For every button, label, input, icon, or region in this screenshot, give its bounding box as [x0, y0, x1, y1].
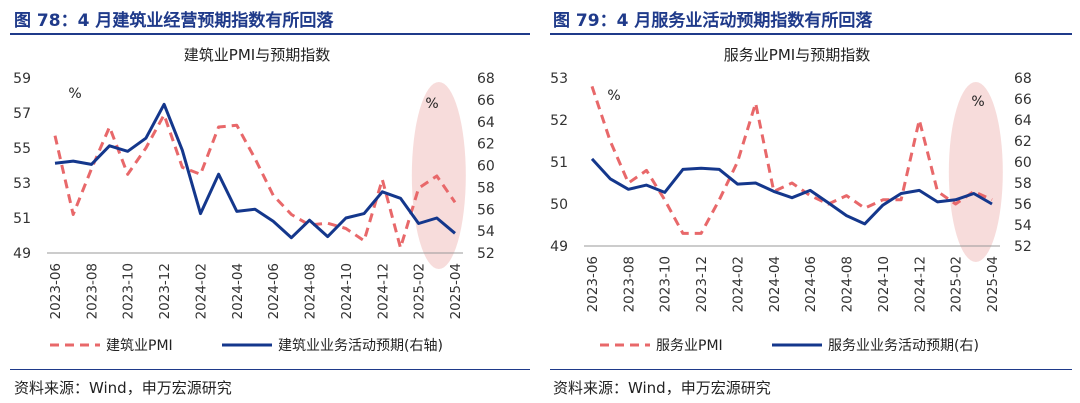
y-right-tick-label: 66 [477, 93, 495, 109]
y-left-tick-label: 57 [13, 106, 31, 122]
x-tick-label: 2024-08 [303, 263, 319, 319]
left-source-note: 资料来源：Wind，申万宏源研究 [14, 379, 232, 397]
x-tick-label: 2024-02 [193, 263, 209, 319]
x-tick-label: 2024-04 [230, 263, 246, 319]
x-tick-label: 2023-10 [658, 256, 674, 312]
x-tick-label: 2023-06 [585, 256, 601, 312]
right-source-note: 资料来源：Wind，申万宏源研究 [553, 379, 771, 397]
expectation-series-line [54, 102, 456, 240]
y-right-tick-label: 60 [1014, 155, 1032, 171]
highlight-ellipse [411, 82, 466, 269]
right-chart: 服务业PMI与预期指数 49 50 51 52 53 52 54 56 58 60 62 64 66 68%… [550, 46, 1032, 354]
y-left-tick-label: 59 [13, 71, 31, 87]
x-tick-label: 2023-08 [621, 256, 637, 312]
pmi-series-line [53, 113, 457, 250]
right-unit-label: % [971, 94, 984, 110]
y-left-tick-label: 51 [13, 211, 31, 227]
y-left-tick-label: 49 [550, 239, 568, 255]
right-unit-label: % [425, 96, 438, 112]
y-right-tick-label: 56 [1014, 197, 1032, 213]
y-right-tick-label: 68 [1014, 71, 1032, 87]
legend-label: 服务业PMI [656, 338, 723, 354]
x-tick-label: 2024-08 [840, 256, 856, 312]
left-unit-label: % [607, 88, 620, 104]
left-bottom-rule [10, 369, 530, 370]
y-left-tick-label: 53 [550, 71, 568, 87]
right-heading-rule [550, 33, 1072, 35]
x-tick-label: 2023-12 [157, 263, 173, 319]
y-right-tick-label: 58 [1014, 176, 1032, 192]
x-tick-label: 2023-06 [48, 263, 64, 319]
right-bottom-rule [550, 369, 1072, 370]
y-right-tick-label: 60 [477, 159, 495, 175]
y-left-tick-label: 52 [550, 113, 568, 129]
x-tick-label: 2024-12 [375, 263, 391, 319]
legend-label: 建筑业业务活动预期(右轴) [278, 338, 443, 354]
x-tick-label: 2024-10 [876, 256, 892, 312]
x-tick-label: 2023-10 [121, 263, 137, 319]
x-tick-label: 2023-12 [694, 256, 710, 312]
x-tick-label: 2024-02 [730, 256, 746, 312]
highlight-ellipse [948, 82, 1003, 262]
legend-label: 服务业业务活动预期(右) [828, 338, 979, 354]
y-left-tick-label: 53 [13, 176, 31, 192]
y-right-tick-label: 54 [477, 224, 495, 240]
pmi-series-line [590, 85, 993, 235]
y-right-tick-label: 54 [1014, 218, 1032, 234]
y-left-tick-label: 50 [550, 197, 568, 213]
chart-title: 建筑业PMI与预期指数 [184, 46, 330, 64]
x-tick-label: 2024-04 [767, 256, 783, 312]
y-right-tick-label: 52 [1014, 239, 1032, 255]
x-tick-label: 2025-02 [412, 263, 428, 319]
expectation-series-line [590, 157, 993, 226]
left-unit-label: % [68, 86, 81, 102]
x-tick-label: 2025-04 [985, 256, 1001, 312]
y-left-tick-label: 49 [13, 246, 31, 262]
left-chart: 建筑业PMI与预期指数 49 51 53 55 57 59 52 54 56 58 60 62 64 66 6… [13, 46, 495, 354]
y-right-tick-label: 56 [477, 202, 495, 218]
y-right-tick-label: 68 [477, 71, 495, 87]
left-heading-rule [10, 33, 530, 35]
x-tick-label: 2025-04 [448, 263, 464, 319]
x-tick-label: 2023-08 [84, 263, 100, 319]
x-tick-label: 2024-10 [339, 263, 355, 319]
right-figure-heading: 图 79：4 月服务业活动预期指数有所回落 [553, 11, 873, 31]
x-tick-label: 2024-06 [803, 256, 819, 312]
x-tick-label: 2024-12 [912, 256, 928, 312]
y-right-tick-label: 64 [477, 115, 495, 131]
chart-title: 服务业PMI与预期指数 [724, 46, 870, 64]
y-right-tick-label: 62 [1014, 134, 1032, 150]
y-right-tick-label: 52 [477, 246, 495, 262]
y-left-tick-label: 55 [13, 141, 31, 157]
x-tick-label: 2025-02 [949, 256, 965, 312]
x-tick-label: 2024-06 [266, 263, 282, 319]
legend-label: 建筑业PMI [106, 338, 173, 354]
y-right-tick-label: 58 [477, 180, 495, 196]
y-left-tick-label: 51 [550, 155, 568, 171]
y-right-tick-label: 66 [1014, 92, 1032, 108]
y-right-tick-label: 62 [477, 137, 495, 153]
left-figure-heading: 图 78：4 月建筑业经营预期指数有所回落 [14, 11, 334, 31]
y-right-tick-label: 64 [1014, 113, 1032, 129]
